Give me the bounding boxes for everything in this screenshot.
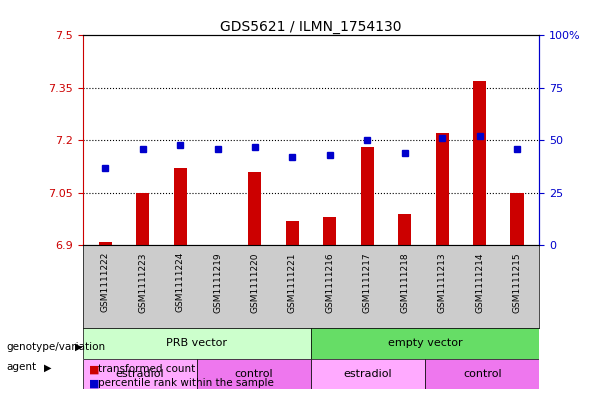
Text: ■: ■	[89, 378, 99, 388]
Bar	[248, 172, 262, 245]
Text: GSM1111221: GSM1111221	[288, 252, 297, 312]
Text: estradiol: estradiol	[344, 369, 392, 379]
Bar	[136, 193, 149, 245]
Bar	[511, 193, 524, 245]
Text: GSM1111222: GSM1111222	[101, 252, 110, 312]
Bar	[83, 328, 311, 359]
Text: ▶: ▶	[44, 362, 51, 373]
Text: genotype/variation: genotype/variation	[6, 342, 105, 352]
Text: empty vector: empty vector	[388, 338, 463, 349]
Text: GSM1111223: GSM1111223	[138, 252, 147, 312]
Text: ■: ■	[89, 364, 99, 375]
Text: GSM1111219: GSM1111219	[213, 252, 222, 313]
Bar	[99, 242, 112, 245]
Text: control: control	[463, 369, 501, 379]
Bar	[323, 217, 337, 245]
Bar	[425, 359, 539, 389]
Text: transformed count: transformed count	[98, 364, 196, 375]
Bar	[286, 221, 299, 245]
Bar	[173, 168, 186, 245]
Text: ▶: ▶	[75, 342, 82, 352]
Text: GSM1111217: GSM1111217	[363, 252, 371, 313]
Text: agent: agent	[6, 362, 36, 373]
Bar	[360, 147, 374, 245]
Bar	[311, 328, 539, 359]
Text: GSM1111216: GSM1111216	[326, 252, 334, 313]
Bar	[473, 81, 486, 245]
Text: percentile rank within the sample: percentile rank within the sample	[98, 378, 274, 388]
Text: GSM1111213: GSM1111213	[438, 252, 447, 313]
Text: GSM1111220: GSM1111220	[251, 252, 259, 312]
Text: control: control	[235, 369, 273, 379]
Bar	[83, 359, 197, 389]
Text: GSM1111224: GSM1111224	[175, 252, 185, 312]
Text: GSM1111214: GSM1111214	[475, 252, 484, 312]
Bar	[311, 359, 425, 389]
Bar	[398, 214, 411, 245]
Bar	[197, 359, 311, 389]
Text: estradiol: estradiol	[115, 369, 164, 379]
Title: GDS5621 / ILMN_1754130: GDS5621 / ILMN_1754130	[220, 20, 402, 34]
Bar	[436, 133, 449, 245]
Text: GSM1111215: GSM1111215	[512, 252, 522, 313]
Text: PRB vector: PRB vector	[166, 338, 227, 349]
Text: GSM1111218: GSM1111218	[400, 252, 409, 313]
